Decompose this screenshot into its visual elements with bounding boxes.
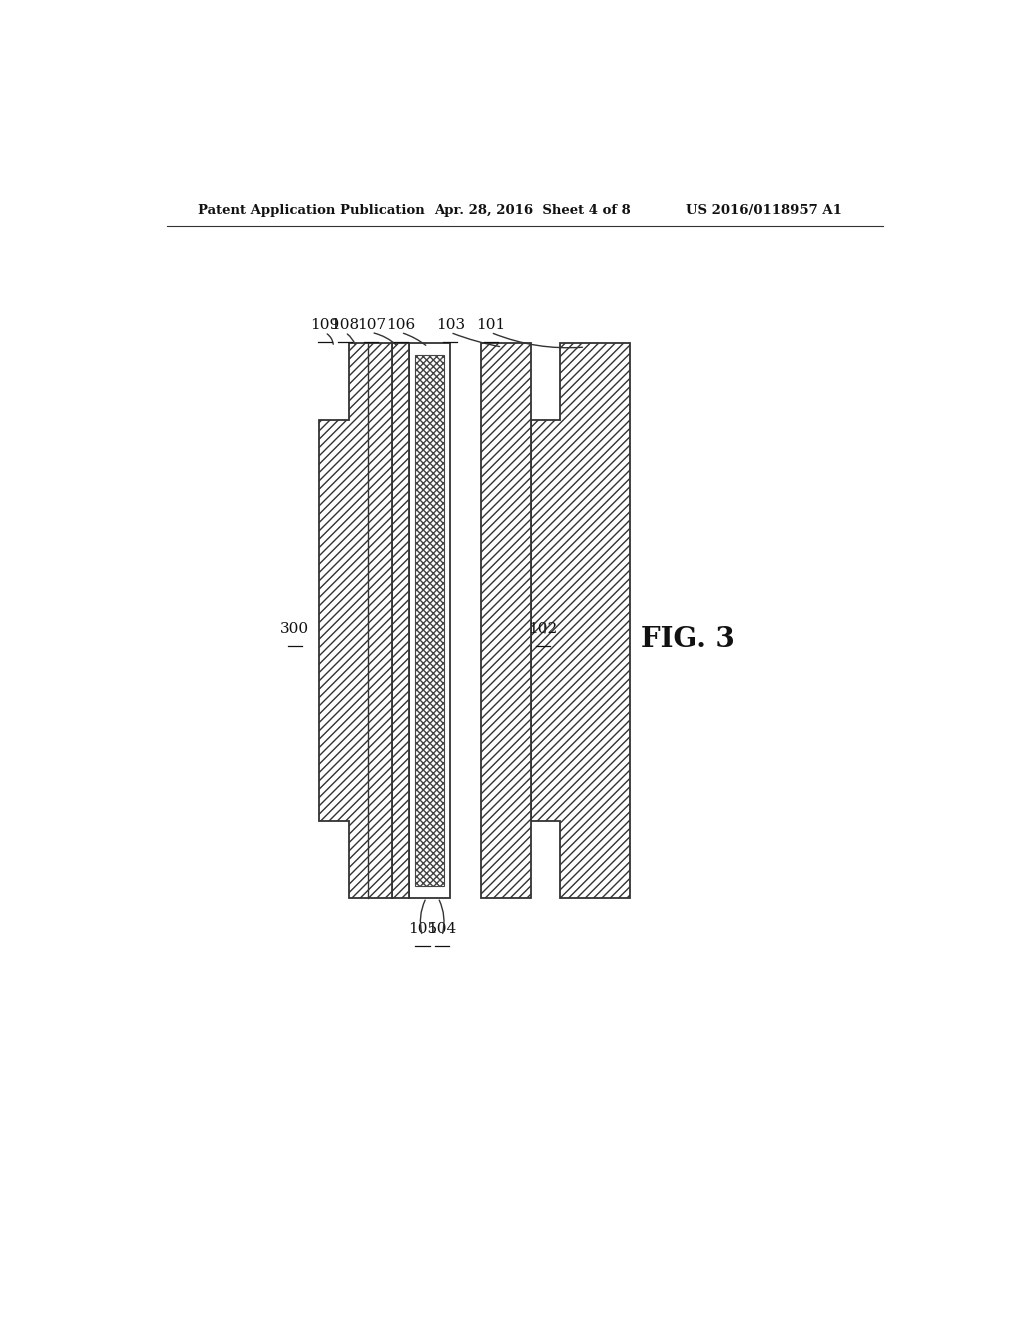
Text: 109: 109	[310, 318, 340, 333]
Polygon shape	[319, 343, 391, 898]
Bar	[480, 343, 531, 898]
Text: Apr. 28, 2016  Sheet 4 of 8: Apr. 28, 2016 Sheet 4 of 8	[434, 205, 631, 218]
Text: 101: 101	[476, 318, 505, 333]
Text: 106: 106	[386, 318, 416, 333]
Text: 102: 102	[528, 622, 557, 636]
Text: 108: 108	[331, 318, 359, 333]
Bar	[415, 355, 444, 886]
Text: 104: 104	[427, 923, 457, 936]
Text: 107: 107	[356, 318, 386, 333]
Text: FIG. 3: FIG. 3	[641, 626, 734, 653]
Text: US 2016/0118957 A1: US 2016/0118957 A1	[686, 205, 842, 218]
Text: 300: 300	[280, 622, 309, 636]
Bar	[391, 343, 409, 898]
Text: 103: 103	[436, 318, 465, 333]
Text: Patent Application Publication: Patent Application Publication	[198, 205, 425, 218]
Bar	[409, 343, 450, 898]
Text: 105: 105	[408, 923, 437, 936]
Polygon shape	[531, 343, 630, 898]
